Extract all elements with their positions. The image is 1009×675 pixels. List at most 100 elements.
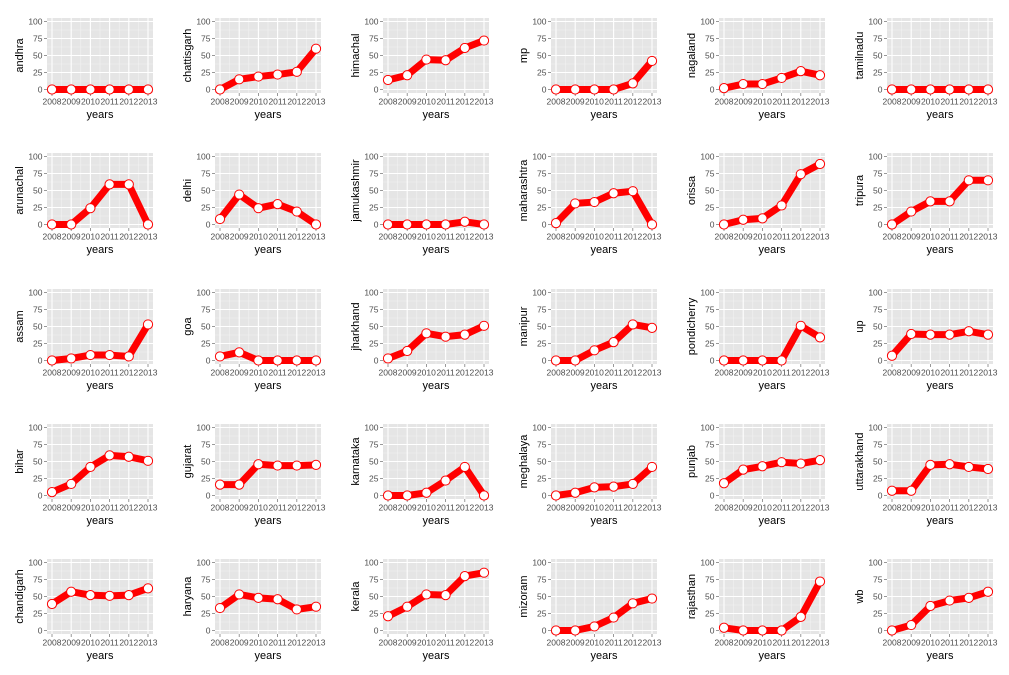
data-point bbox=[550, 625, 562, 636]
data-point bbox=[757, 355, 768, 366]
x-tick-label: 2010 bbox=[249, 232, 268, 242]
x-axis-title: years bbox=[423, 515, 450, 527]
y-axis-title: manipur bbox=[518, 306, 530, 346]
y-tick-label: 25 bbox=[369, 474, 379, 484]
y-axis-title: haryana bbox=[182, 576, 194, 617]
y-tick-label: 25 bbox=[873, 203, 883, 213]
y-tick-label: 75 bbox=[369, 34, 379, 44]
y-tick-label: 75 bbox=[369, 440, 379, 450]
x-tick-label: 2008 bbox=[379, 97, 398, 107]
y-tick-label: 100 bbox=[868, 288, 882, 298]
x-tick-label: 2013 bbox=[475, 503, 494, 513]
y-tick-label: 50 bbox=[537, 186, 547, 196]
data-point bbox=[608, 188, 619, 199]
y-tick-label: 0 bbox=[206, 491, 211, 501]
data-point bbox=[718, 622, 730, 633]
x-tick-label: 2011 bbox=[100, 638, 119, 648]
y-tick-label: 0 bbox=[878, 356, 883, 366]
x-tick-label: 2009 bbox=[230, 368, 249, 378]
data-point bbox=[291, 604, 302, 615]
x-axis-title: years bbox=[759, 515, 786, 527]
y-tick-label: 50 bbox=[705, 186, 715, 196]
x-tick-label: 2011 bbox=[436, 232, 455, 242]
data-point bbox=[570, 487, 581, 498]
y-tick-label: 25 bbox=[705, 68, 715, 78]
data-point bbox=[589, 84, 600, 95]
x-tick-label: 2010 bbox=[417, 97, 436, 107]
x-tick-label: 2010 bbox=[249, 368, 268, 378]
x-tick-label: 2012 bbox=[623, 638, 642, 648]
y-axis-title: mp bbox=[518, 48, 530, 63]
data-point bbox=[104, 590, 115, 601]
data-point bbox=[272, 199, 283, 210]
data-point bbox=[85, 349, 96, 361]
data-point bbox=[795, 169, 806, 180]
y-tick-label: 50 bbox=[705, 322, 715, 332]
data-point bbox=[253, 203, 264, 214]
x-tick-label: 2011 bbox=[940, 368, 959, 378]
x-tick-label: 2009 bbox=[566, 368, 585, 378]
data-point bbox=[925, 600, 936, 612]
x-tick-label: 2010 bbox=[417, 368, 436, 378]
y-tick-label: 25 bbox=[873, 339, 883, 349]
x-tick-label: 2012 bbox=[959, 232, 978, 242]
x-tick-label: 2011 bbox=[100, 97, 119, 107]
y-tick-label: 100 bbox=[196, 17, 210, 27]
y-tick-label: 0 bbox=[374, 356, 379, 366]
x-tick-label: 2012 bbox=[791, 97, 810, 107]
x-tick-label: 2008 bbox=[715, 97, 734, 107]
data-point bbox=[906, 84, 917, 95]
x-tick-label: 2008 bbox=[547, 368, 566, 378]
y-tick-label: 75 bbox=[705, 169, 715, 179]
x-tick-label: 2008 bbox=[547, 232, 566, 242]
x-tick-label: 2008 bbox=[43, 97, 62, 107]
data-point bbox=[310, 459, 322, 470]
y-tick-label: 100 bbox=[28, 423, 42, 433]
data-point bbox=[608, 84, 619, 95]
y-tick-label: 75 bbox=[537, 169, 547, 179]
facet-panel-gujarat: 0 25 50 75 100 2008 2009 2010 2011 2012 2013 years g… bbox=[182, 423, 326, 528]
y-tick-label: 25 bbox=[705, 339, 715, 349]
y-tick-label: 75 bbox=[873, 169, 883, 179]
x-tick-label: 2009 bbox=[398, 638, 417, 648]
x-tick-label: 2008 bbox=[43, 368, 62, 378]
data-point bbox=[253, 459, 264, 470]
y-tick-label: 25 bbox=[201, 609, 211, 619]
x-tick-label: 2010 bbox=[585, 232, 604, 242]
data-point bbox=[123, 451, 134, 462]
y-tick-label: 75 bbox=[537, 34, 547, 44]
x-axis-title: years bbox=[423, 109, 450, 121]
data-point bbox=[214, 84, 226, 95]
y-axis-title: orissa bbox=[686, 175, 698, 205]
y-axis-title: himachal bbox=[350, 33, 362, 77]
data-point bbox=[646, 219, 658, 230]
y-tick-label: 100 bbox=[364, 558, 378, 568]
data-point bbox=[718, 355, 730, 366]
y-axis-title: jamukashmir bbox=[350, 159, 362, 223]
x-tick-label: 2009 bbox=[398, 503, 417, 513]
y-tick-label: 25 bbox=[705, 474, 715, 484]
x-tick-label: 2011 bbox=[436, 638, 455, 648]
facet-panel-karnataka: 0 25 50 75 100 2008 2009 2010 2011 2012 2013 years k… bbox=[350, 423, 494, 528]
data-point bbox=[421, 589, 432, 600]
data-point bbox=[104, 450, 115, 461]
data-point bbox=[776, 625, 787, 636]
data-point bbox=[982, 329, 994, 340]
data-point bbox=[46, 355, 58, 366]
x-tick-label: 2009 bbox=[230, 638, 249, 648]
x-axis-title: years bbox=[255, 515, 282, 527]
x-tick-label: 2013 bbox=[979, 232, 998, 242]
x-tick-label: 2008 bbox=[379, 503, 398, 513]
data-point bbox=[925, 196, 936, 207]
y-tick-label: 50 bbox=[873, 186, 883, 196]
y-tick-label: 50 bbox=[369, 322, 379, 332]
x-tick-label: 2013 bbox=[811, 638, 830, 648]
data-point bbox=[627, 186, 638, 197]
y-tick-label: 0 bbox=[878, 85, 883, 95]
data-point bbox=[66, 84, 77, 95]
data-point bbox=[85, 461, 96, 473]
y-tick-label: 75 bbox=[873, 34, 883, 44]
x-tick-label: 2011 bbox=[436, 503, 455, 513]
y-tick-label: 75 bbox=[33, 575, 43, 585]
y-tick-label: 50 bbox=[705, 51, 715, 61]
